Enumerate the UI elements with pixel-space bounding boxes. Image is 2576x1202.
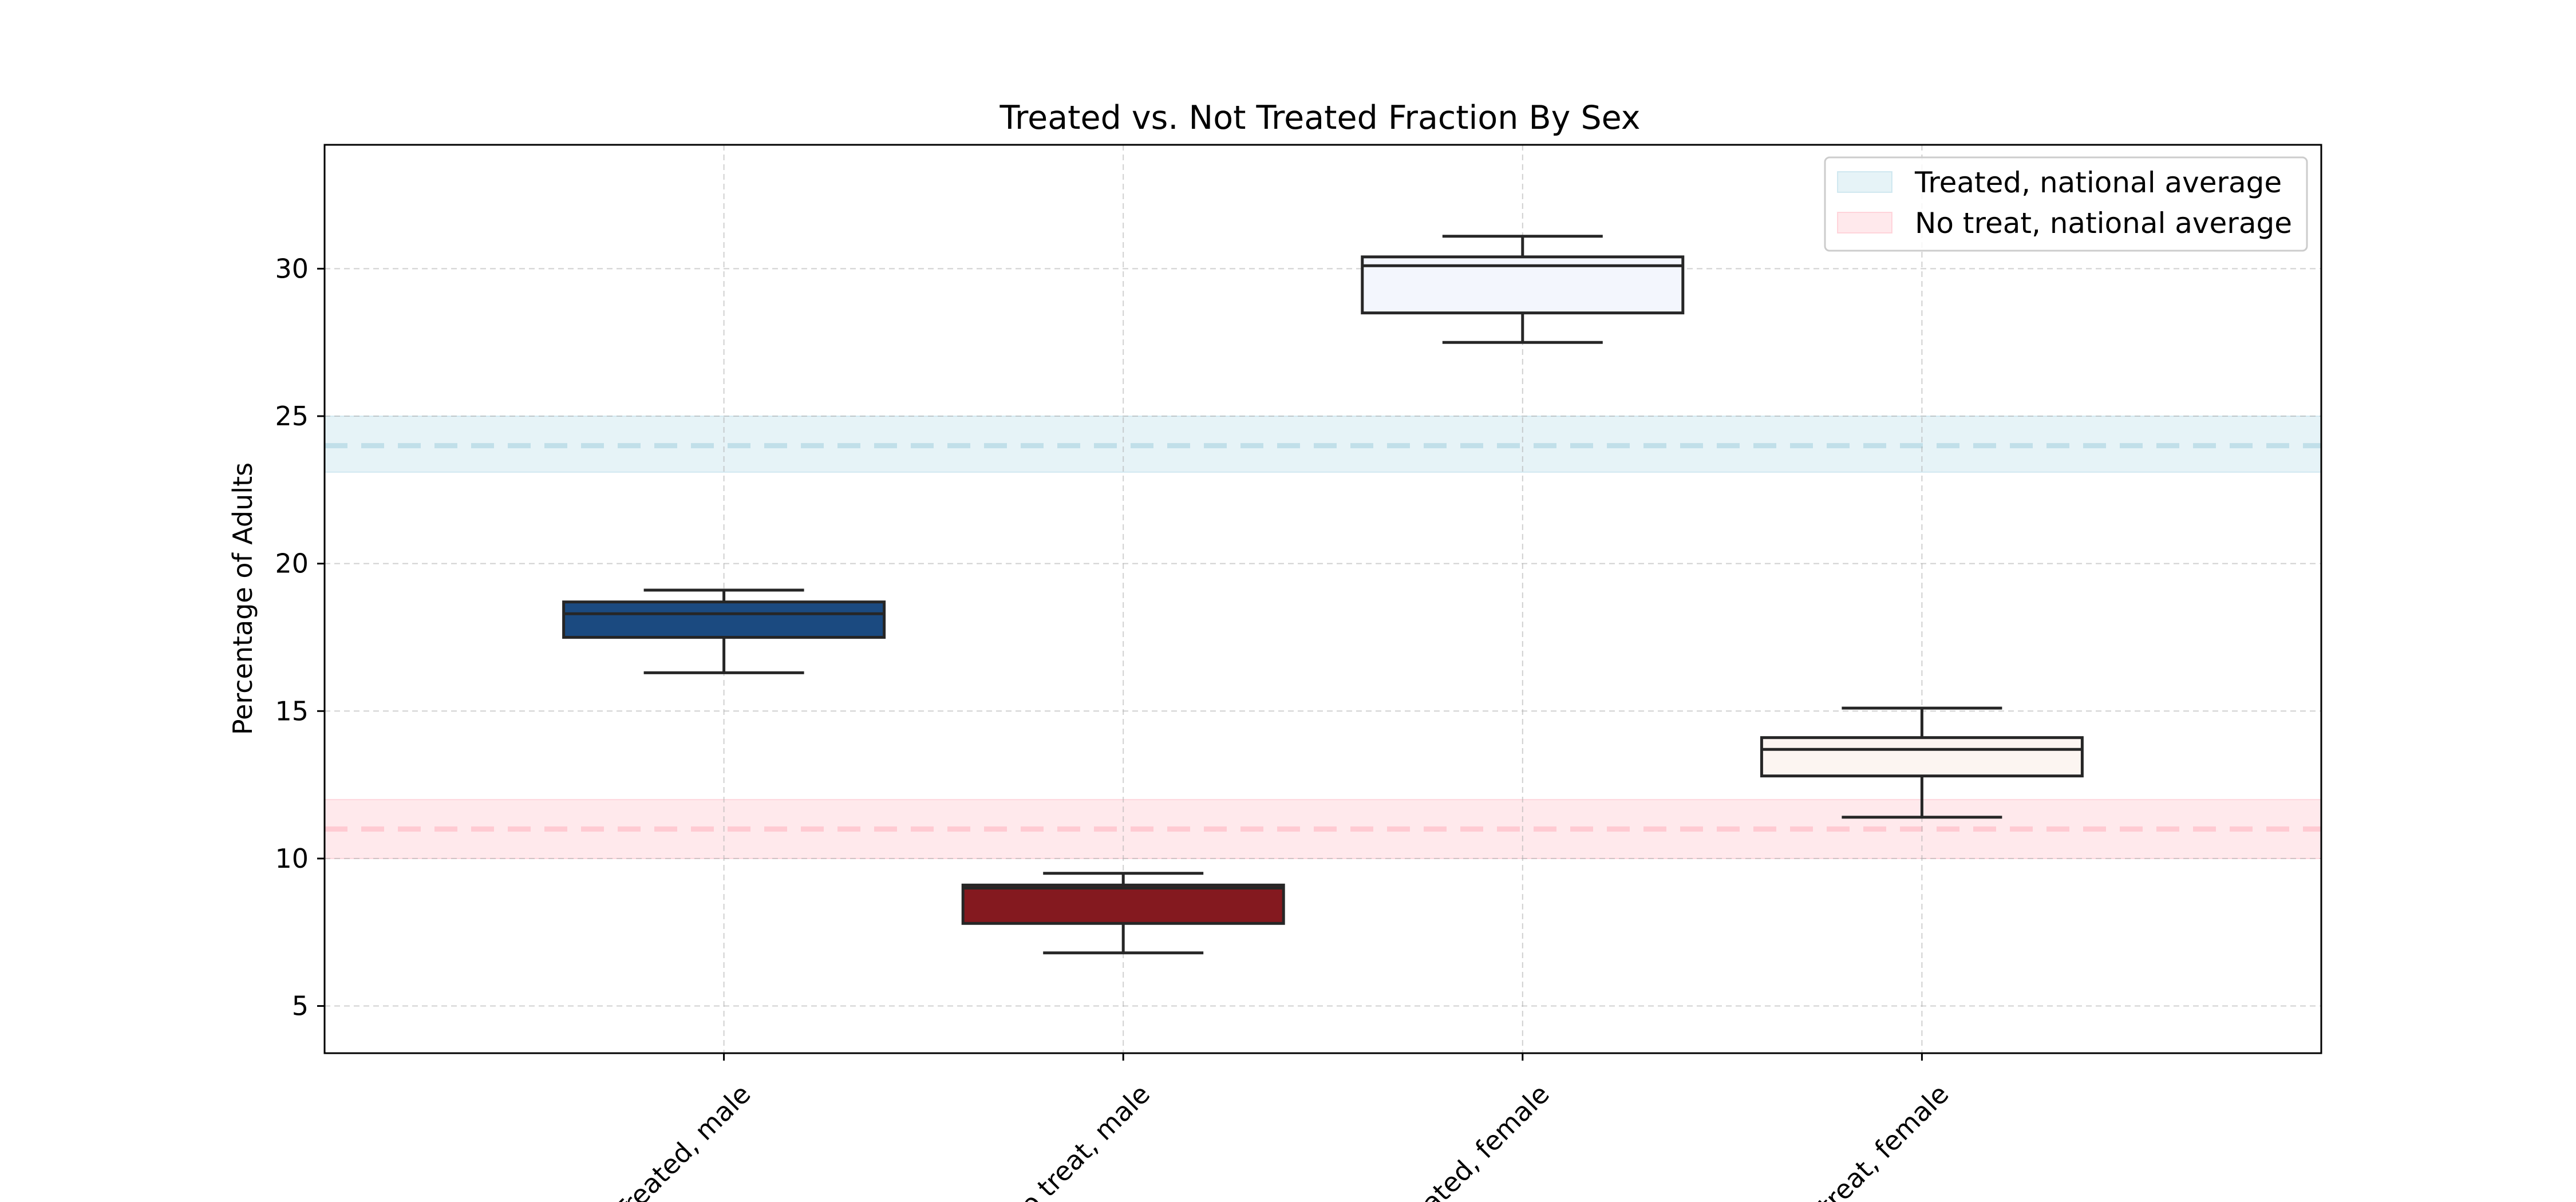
plot-frame <box>323 144 2322 1054</box>
legend-label-no-treat: No treat, national average <box>1915 207 2292 240</box>
y-tick-label: 15 <box>275 695 309 726</box>
box-plot-2 <box>961 872 1285 955</box>
interquartile-box <box>562 600 886 639</box>
legend: Treated, national average No treat, natio… <box>1824 156 2308 252</box>
box-plot-3 <box>1361 235 1685 344</box>
chart-title: Treated vs. Not Treated Fraction By Sex <box>999 99 1641 137</box>
y-tick-label: 10 <box>275 843 309 874</box>
box-plot-1 <box>562 588 886 674</box>
legend-swatch-treated <box>1837 171 1893 193</box>
y-tick-label: 5 <box>292 991 309 1022</box>
y-tick-label: 30 <box>275 253 309 284</box>
y-tick-label: 20 <box>275 548 309 579</box>
y-tick-label: 25 <box>275 401 309 432</box>
box-plot-4 <box>1760 706 2084 819</box>
legend-frame <box>1824 156 2308 252</box>
legend-label-treated: Treated, national average <box>1914 166 2282 199</box>
y-axis-label: Percentage of Adults <box>227 462 258 735</box>
interquartile-box <box>1760 736 2084 778</box>
legend-swatch-no-treat <box>1837 212 1893 234</box>
interquartile-box <box>961 883 1285 925</box>
